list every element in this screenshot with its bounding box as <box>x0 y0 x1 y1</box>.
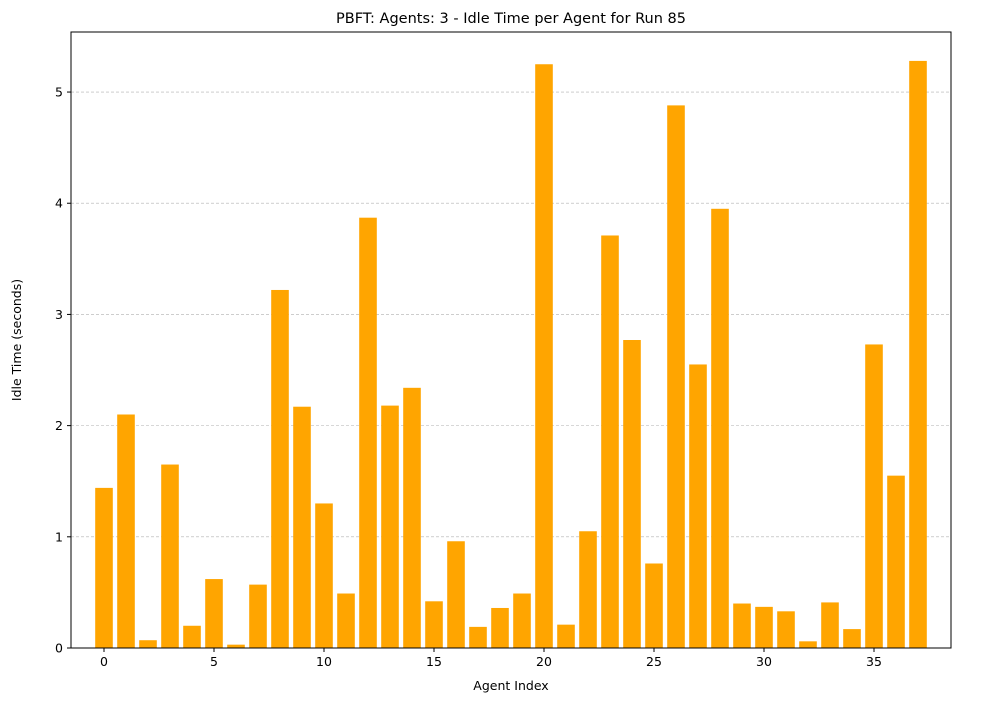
bar <box>293 406 311 648</box>
bar <box>205 579 223 648</box>
y-tick-label: 3 <box>55 307 63 322</box>
x-tick-label: 10 <box>316 654 332 669</box>
bar <box>117 414 135 648</box>
bar <box>271 289 289 648</box>
bar <box>909 60 927 649</box>
bar <box>535 64 553 649</box>
bars <box>95 60 927 649</box>
bar <box>315 503 333 648</box>
bar <box>249 584 267 648</box>
y-tick-label: 5 <box>55 85 63 100</box>
bar <box>403 387 421 648</box>
bar <box>579 531 597 648</box>
x-tick-label: 5 <box>210 654 218 669</box>
y-axis-ticks: 0 1 2 3 4 5 <box>55 85 71 656</box>
grid-lines <box>71 91 951 538</box>
y-tick-label: 1 <box>55 529 63 544</box>
bar <box>139 640 157 648</box>
bar <box>623 340 641 648</box>
x-tick-label: 15 <box>426 654 442 669</box>
bar <box>491 607 509 648</box>
bar <box>777 611 795 648</box>
bar <box>557 624 575 648</box>
x-tick-label: 35 <box>866 654 882 669</box>
y-tick-label: 4 <box>55 196 63 211</box>
bar <box>381 405 399 648</box>
y-tick-label: 2 <box>55 418 63 433</box>
x-tick-label: 30 <box>756 654 772 669</box>
bar <box>95 487 113 648</box>
bar <box>513 593 531 648</box>
bar <box>227 644 245 648</box>
x-tick-label: 25 <box>646 654 662 669</box>
bar <box>359 217 377 649</box>
bar <box>667 105 685 648</box>
bar <box>601 235 619 648</box>
x-axis-label: Agent Index <box>473 678 548 693</box>
bar <box>645 563 663 648</box>
chart-title: PBFT: Agents: 3 - Idle Time per Agent fo… <box>336 11 686 27</box>
bar <box>183 625 201 648</box>
bar <box>447 541 465 648</box>
bar <box>865 344 883 648</box>
x-tick-label: 0 <box>100 654 108 669</box>
plot-frame <box>70 31 952 649</box>
y-axis-label: Idle Time (seconds) <box>9 279 24 401</box>
bar <box>161 464 179 648</box>
x-tick-label: 20 <box>536 654 552 669</box>
bar <box>821 602 839 648</box>
bar <box>887 475 905 648</box>
bar <box>799 641 817 648</box>
bar <box>733 603 751 648</box>
bar <box>337 593 355 648</box>
bar <box>469 626 487 648</box>
bar <box>755 606 773 648</box>
x-axis-ticks: 0 5 10 15 20 25 30 35 <box>100 648 882 669</box>
y-tick-label: 0 <box>55 641 63 656</box>
bar <box>425 601 443 648</box>
bar <box>711 208 729 648</box>
bar <box>843 629 861 648</box>
bar <box>689 364 707 648</box>
